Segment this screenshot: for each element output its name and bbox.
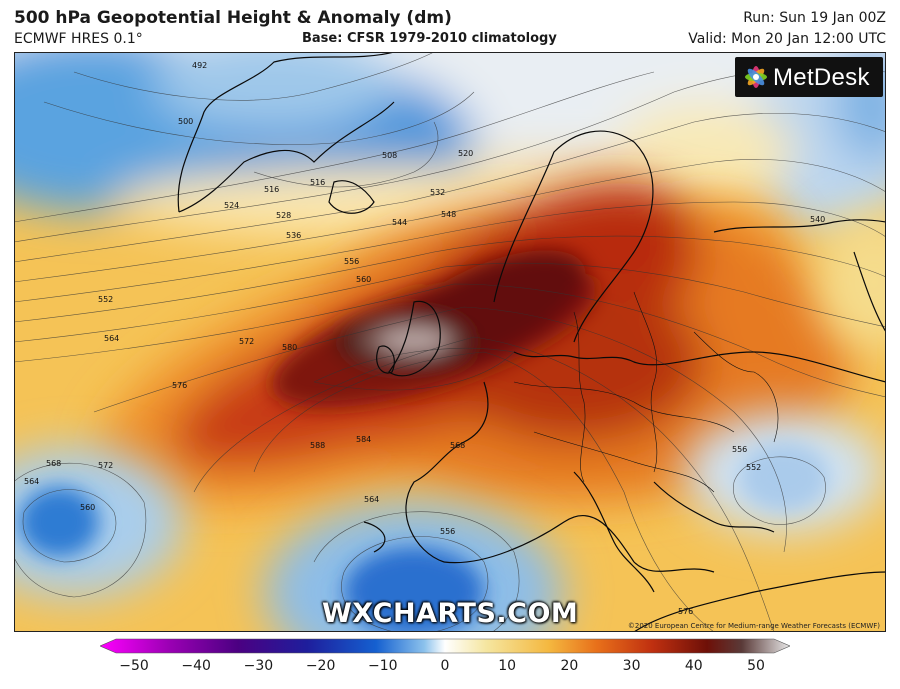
contour-label: 556: [440, 527, 455, 536]
wxcharts-watermark: WXCHARTS.COM: [322, 598, 579, 629]
contour-label: 576: [172, 381, 187, 390]
contour-label: 588: [310, 441, 325, 450]
contour-label: 516: [264, 185, 279, 194]
contour-label: 524: [224, 201, 239, 210]
colorbar-tick-label: 20: [560, 658, 579, 674]
colorbar-tick-label: −40: [181, 658, 211, 674]
contour-label: 564: [104, 334, 119, 343]
contour-label: 548: [441, 210, 456, 219]
contour-label: 500: [178, 117, 193, 126]
contour-label: 576: [678, 607, 693, 616]
valid-time: Valid: Mon 20 Jan 12:00 UTC: [688, 31, 886, 47]
contour-label: 572: [239, 337, 254, 346]
chart-title: 500 hPa Geopotential Height & Anomaly (d…: [14, 8, 452, 28]
contour-label: 572: [98, 461, 113, 470]
contour-label: 584: [356, 435, 371, 444]
contour-label: 564: [24, 477, 39, 486]
contour-label: 552: [98, 295, 113, 304]
contour-label: 568: [450, 441, 465, 450]
model-name: ECMWF HRES 0.1°: [14, 31, 143, 47]
contour-label: 540: [810, 215, 825, 224]
contour-label: 516: [310, 178, 325, 187]
copyright-note: ©2020 European Centre for Medium-range W…: [627, 622, 880, 630]
contour-label: 492: [192, 61, 207, 70]
contour-label: 508: [382, 151, 397, 160]
contour-label: 564: [364, 495, 379, 504]
colorbar-tick-label: 30: [622, 658, 641, 674]
contour-label: 520: [458, 149, 473, 158]
metdesk-logo-text: MetDesk: [773, 64, 870, 91]
colorbar-tick-label: 50: [747, 658, 765, 674]
colorbar-tick-label: 40: [684, 658, 703, 674]
anomaly-map: 492 500 508 516 516 520 524 528 532 536 …: [14, 52, 886, 632]
contour-label: 560: [356, 275, 371, 284]
colorbar-tick-label: −20: [305, 658, 336, 674]
colorbar-tick-label: −30: [243, 658, 274, 674]
contour-label: 528: [276, 211, 291, 220]
contour-label: 556: [732, 445, 747, 454]
contour-label: 556: [344, 257, 359, 266]
contour-label: 560: [80, 503, 95, 512]
metdesk-logo: MetDesk: [735, 57, 883, 97]
contour-label: 568: [46, 459, 61, 468]
contour-label: 536: [286, 231, 301, 240]
contour-label: 544: [392, 218, 407, 227]
metdesk-flower-icon: [745, 66, 767, 88]
contour-label: 580: [282, 343, 297, 352]
colorbar-tick-label: −10: [368, 658, 398, 674]
colorbar: [100, 638, 790, 654]
colorbar-tick-label: 10: [498, 658, 517, 674]
colorbar-tick-label: −50: [119, 658, 149, 674]
contour-label: 532: [430, 188, 445, 197]
colorbar-tick-label: 0: [440, 658, 450, 674]
climatology-base: Base: CFSR 1979-2010 climatology: [302, 31, 557, 46]
contour-label: 552: [746, 463, 761, 472]
run-time: Run: Sun 19 Jan 00Z: [743, 10, 886, 26]
